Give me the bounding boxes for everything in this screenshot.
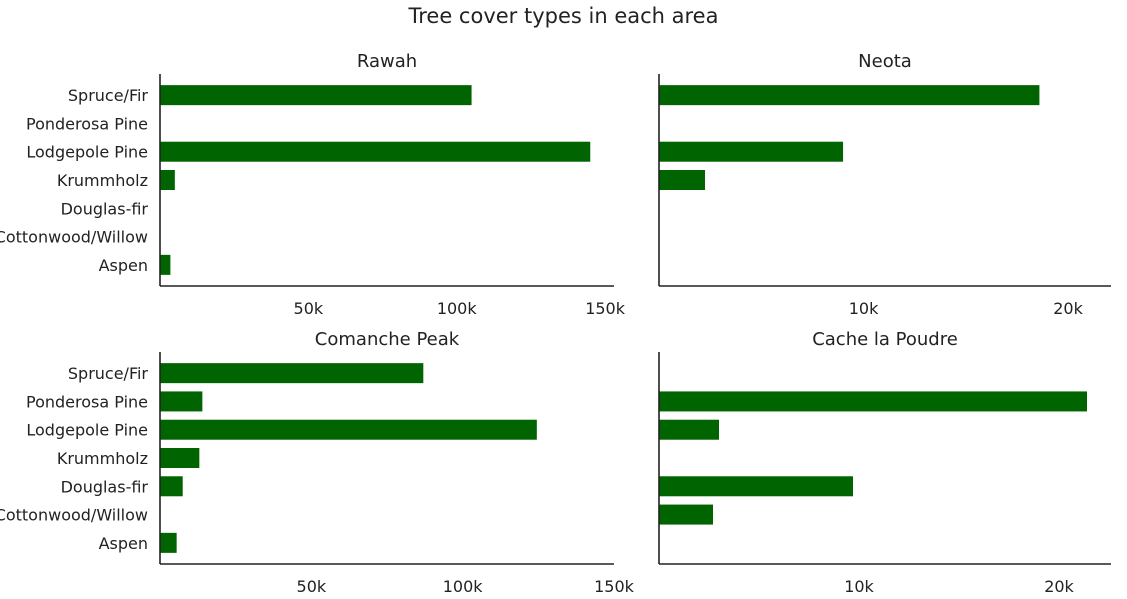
x-tick-label: 20k xyxy=(1053,299,1083,318)
bar xyxy=(659,476,853,497)
bar xyxy=(160,476,183,497)
y-tick-label: Spruce/Fir xyxy=(68,364,149,383)
x-tick-label: 10k xyxy=(844,577,874,596)
chart-panel-1: Rawah Spruce/Fir Ponderosa Pine Lodgepole P… xyxy=(0,51,626,318)
x-tick-label: 10k xyxy=(849,299,879,318)
bar xyxy=(659,170,706,190)
figure-title: Tree cover types in each area xyxy=(408,4,719,28)
bar xyxy=(160,254,171,275)
x-tick-label: 100k xyxy=(443,577,484,596)
y-tick-label: Lodgepole Pine xyxy=(26,143,148,162)
bar xyxy=(160,141,591,162)
x-tick-label: 20k xyxy=(1044,577,1074,596)
x-tick-label: 50k xyxy=(294,299,324,318)
y-tick-label: Cottonwood/Willow xyxy=(0,228,148,247)
x-tick-label: 50k xyxy=(297,577,327,596)
y-tick-label: Ponderosa Pine xyxy=(26,392,148,411)
bar xyxy=(160,170,175,190)
y-tick-label: Krummholz xyxy=(57,449,148,468)
y-tick-label: Cottonwood/Willow xyxy=(0,506,148,525)
x-tick-label: 100k xyxy=(437,299,478,318)
y-tick-label: Douglas-fir xyxy=(61,199,149,218)
bar xyxy=(160,363,424,384)
panel-title: Neota xyxy=(858,51,912,72)
y-tick-label: Krummholz xyxy=(57,171,148,190)
y-tick-label: Aspen xyxy=(99,534,148,553)
x-tick-label: 150k xyxy=(585,299,626,318)
y-tick-label: Ponderosa Pine xyxy=(26,114,148,133)
bar xyxy=(160,85,472,106)
panel-title: Cache la Poudre xyxy=(812,329,958,350)
bar xyxy=(659,141,844,162)
bar xyxy=(659,391,1087,412)
y-tick-label: Aspen xyxy=(99,256,148,275)
bar xyxy=(659,85,1040,106)
x-tick-label: 150k xyxy=(594,577,635,596)
bar xyxy=(160,532,177,553)
bar xyxy=(160,419,537,440)
y-tick-label: Lodgepole Pine xyxy=(26,421,148,440)
bar xyxy=(160,391,203,412)
y-tick-label: Douglas-fir xyxy=(61,477,149,496)
chart-panel-2: Neota 10k 20k xyxy=(658,51,1111,318)
y-tick-label: Spruce/Fir xyxy=(68,86,149,105)
chart-panel-3: Comanche Peak Spruce/Fir Ponderosa Pine Lod… xyxy=(0,329,635,596)
bar xyxy=(659,419,719,440)
bar xyxy=(160,448,200,468)
chart-panel-4: Cache la Poudre 10k 20k xyxy=(658,329,1111,596)
panel-title: Comanche Peak xyxy=(315,329,460,350)
panel-title: Rawah xyxy=(357,51,417,72)
bar xyxy=(659,504,713,525)
